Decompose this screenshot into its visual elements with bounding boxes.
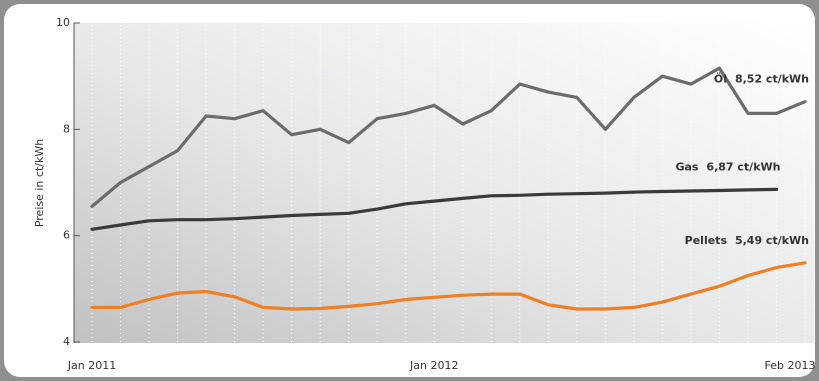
x-tick-label: Jan 2012: [409, 359, 458, 372]
series-end-label: 5,49 ct/kWh: [735, 234, 809, 247]
y-tick-label: 4: [63, 335, 70, 348]
x-tick-label: Jan 2011: [67, 359, 116, 372]
y-tick-label: 8: [63, 122, 70, 135]
series-line: [90, 66, 807, 208]
series-line: [90, 187, 779, 231]
y-axis-label: Preise in ct/kWh: [33, 139, 46, 227]
series-line: [90, 261, 807, 311]
legend-label: Pellets: [685, 234, 728, 247]
y-tick-label: 10: [56, 16, 70, 29]
series-end-label: 6,87 ct/kWh: [706, 160, 780, 173]
legend-label: Öl: [714, 72, 727, 86]
x-tick-label: Feb 2013: [765, 359, 816, 372]
series-end-label: 8,52 ct/kWh: [735, 73, 809, 86]
y-tick-label: 6: [63, 229, 70, 242]
legend-label: Gas: [675, 160, 698, 173]
